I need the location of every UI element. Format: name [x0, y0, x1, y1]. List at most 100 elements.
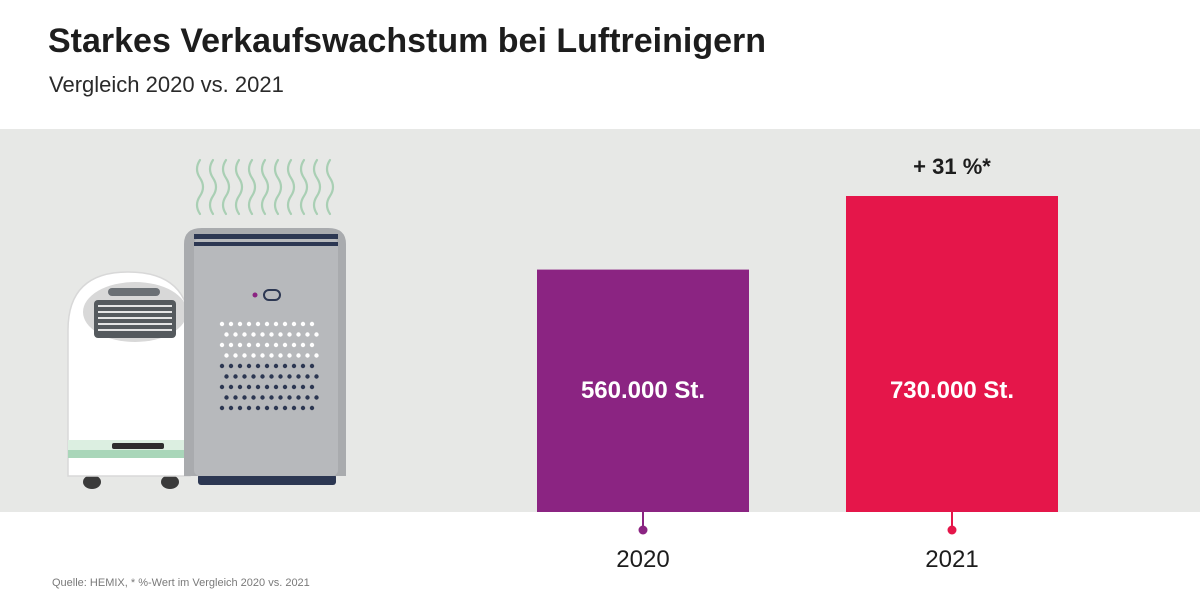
- grille-dot: [219, 321, 225, 327]
- grille-dot: [264, 384, 270, 390]
- grille-dot: [300, 405, 306, 411]
- page-title: Starkes Verkaufswachstum bei Luftreinige…: [48, 22, 767, 60]
- grille-dot: [309, 405, 315, 411]
- grille-dot: [291, 363, 297, 369]
- grille-dot: [246, 405, 252, 411]
- grille-dot: [246, 321, 252, 327]
- grille-dot: [219, 342, 225, 348]
- grille-dot: [237, 405, 243, 411]
- grille-dot: [282, 342, 288, 348]
- grille-dot: [219, 405, 225, 411]
- grille-dot: [224, 374, 229, 379]
- grille-dot: [282, 363, 288, 369]
- tick-dot-2021: [947, 525, 957, 535]
- grille-dot: [224, 395, 229, 400]
- grille-dot: [291, 342, 297, 348]
- grille-dot: [282, 321, 288, 327]
- grille-dot: [251, 353, 256, 358]
- grille-dot: [305, 395, 310, 400]
- grille-dot: [273, 342, 279, 348]
- grille-dot: [287, 374, 292, 379]
- grille-dot: [251, 332, 256, 337]
- grille-dot: [246, 384, 252, 390]
- grille-dot: [287, 395, 292, 400]
- grille-dot: [305, 332, 310, 337]
- grille-dot: [296, 353, 301, 358]
- grille-dot: [264, 321, 270, 327]
- grille-dot: [278, 395, 283, 400]
- grille-dot: [309, 321, 315, 327]
- grille-dot: [237, 384, 243, 390]
- category-label-2021: 2021: [925, 546, 978, 573]
- grille-dot: [273, 363, 279, 369]
- grille-dot: [269, 353, 274, 358]
- grille-dot: [219, 384, 225, 390]
- grille-dot: [237, 363, 243, 369]
- grille-dot: [305, 374, 310, 379]
- grille-dot: [242, 332, 247, 337]
- grille-dot: [278, 332, 283, 337]
- grille-dot: [309, 363, 315, 369]
- grille-dot: [296, 374, 301, 379]
- grille-dot: [237, 342, 243, 348]
- grille-dot: [278, 374, 283, 379]
- air-purifier-icon: [184, 228, 346, 485]
- grille-dot: [224, 353, 229, 358]
- grille-dot: [291, 384, 297, 390]
- grille-dot: [233, 353, 238, 358]
- grille-dot: [246, 342, 252, 348]
- grille-dot: [228, 363, 234, 369]
- grille-dot: [291, 321, 297, 327]
- grille-dot: [255, 342, 261, 348]
- grille-dot: [273, 384, 279, 390]
- grille-dot: [242, 395, 247, 400]
- grille-dot: [246, 363, 252, 369]
- grille-dot: [255, 405, 261, 411]
- grille-dot: [287, 332, 292, 337]
- source-note: Quelle: HEMIX, * %-Wert im Vergleich 202…: [52, 577, 310, 589]
- grille-dot: [309, 384, 315, 390]
- grille-dot: [309, 342, 315, 348]
- grille-dot: [269, 332, 274, 337]
- grille-dot: [228, 384, 234, 390]
- grille-dot: [273, 321, 279, 327]
- grille-dot: [233, 374, 238, 379]
- grille-dot: [296, 332, 301, 337]
- air-conditioner-icon: [67, 271, 191, 489]
- grille-dot: [291, 405, 297, 411]
- bar-2020: [537, 269, 749, 512]
- grille-dot: [300, 363, 306, 369]
- grille-dot: [242, 374, 247, 379]
- grille-dot: [264, 405, 270, 411]
- grille-dot: [233, 395, 238, 400]
- grille-dot: [251, 395, 256, 400]
- grille-dot: [228, 405, 234, 411]
- grille-dot: [233, 332, 238, 337]
- grille-dot: [300, 342, 306, 348]
- data-label-2020: 560.000 St.: [581, 377, 705, 404]
- grille-dot: [269, 374, 274, 379]
- tick-dot-2020: [638, 525, 648, 535]
- page-subtitle: Vergleich 2020 vs. 2021: [49, 72, 284, 97]
- grille-dot: [278, 353, 283, 358]
- grille-dot: [314, 395, 319, 400]
- grille-dot: [269, 395, 274, 400]
- airflow-waves-icon: [195, 158, 335, 216]
- grille-dot: [296, 395, 301, 400]
- grille-dot: [255, 321, 261, 327]
- grille-dot: [305, 353, 310, 358]
- grille-dot: [260, 332, 265, 337]
- grille-dot: [287, 353, 292, 358]
- grille-dot: [300, 321, 306, 327]
- grille-dot: [228, 321, 234, 327]
- grille-dot: [251, 374, 256, 379]
- data-label-2021: 730.000 St.: [890, 377, 1014, 404]
- bar-2021: [846, 196, 1058, 512]
- grille-dot: [314, 374, 319, 379]
- grille-dot: [264, 342, 270, 348]
- grille-dot: [260, 395, 265, 400]
- grille-dot: [273, 405, 279, 411]
- grille-dot: [255, 384, 261, 390]
- growth-annotation: + 31 %*: [913, 154, 991, 179]
